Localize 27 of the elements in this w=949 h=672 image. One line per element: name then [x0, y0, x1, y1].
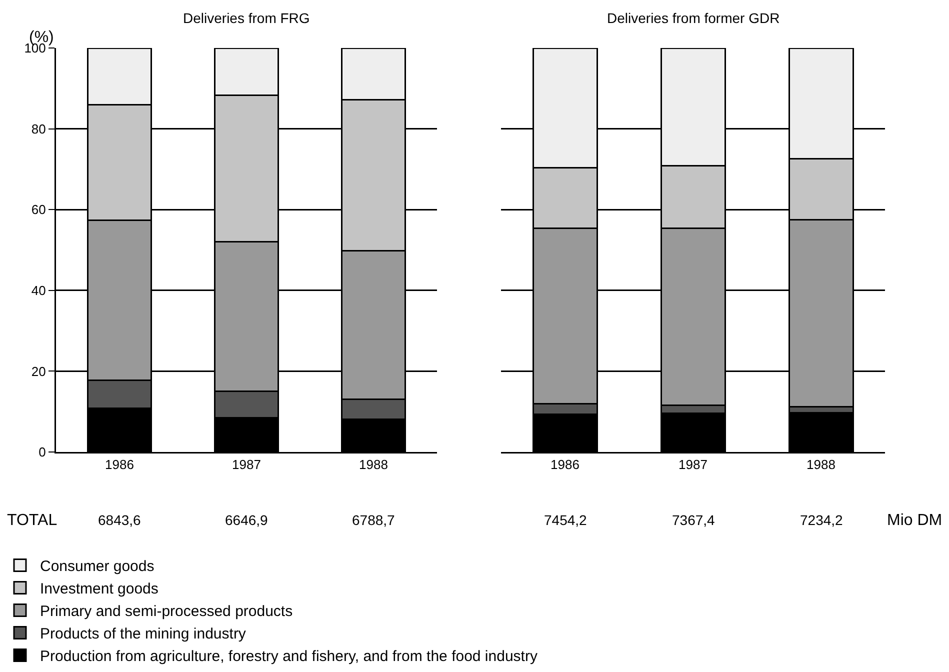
text: 7367,4	[672, 512, 716, 528]
y-tick-label: 40	[31, 282, 46, 298]
x-tick-label: 1988	[359, 457, 388, 472]
text: 6843,6	[98, 512, 142, 528]
chart-title: Deliveries from FRG	[183, 10, 310, 26]
y-tick-label: 80	[31, 121, 46, 136]
legend-label: Consumer goods	[40, 558, 154, 576]
y-tick-label: 20	[31, 364, 46, 379]
legend-label: Primary and semi-processed products	[40, 603, 293, 620]
y-axis-title: (%)	[29, 29, 54, 46]
text: Mio DM	[887, 512, 942, 529]
chart-title: Deliveries from former GDR	[607, 10, 780, 26]
legend-label: Products of the mining industry	[40, 626, 246, 643]
legend-label: Investment goods	[40, 580, 158, 598]
text: TOTAL	[7, 512, 58, 529]
x-tick-label: 1986	[105, 457, 134, 472]
legend-label: Production from agriculture, forestry and fishery, and from the food industry	[40, 648, 538, 666]
text: 6646,9	[225, 512, 268, 528]
x-tick-label: 1987	[232, 457, 261, 472]
text: 7234,2	[800, 512, 844, 528]
y-tick-label: 60	[31, 202, 46, 218]
text: 7454,2	[544, 512, 588, 528]
x-tick-label: 1987	[678, 457, 708, 472]
x-tick-label: 1988	[806, 457, 836, 472]
text: 6788,7	[352, 512, 396, 528]
x-tick-label: 1986	[550, 457, 580, 472]
y-tick-label: 0	[38, 444, 46, 460]
